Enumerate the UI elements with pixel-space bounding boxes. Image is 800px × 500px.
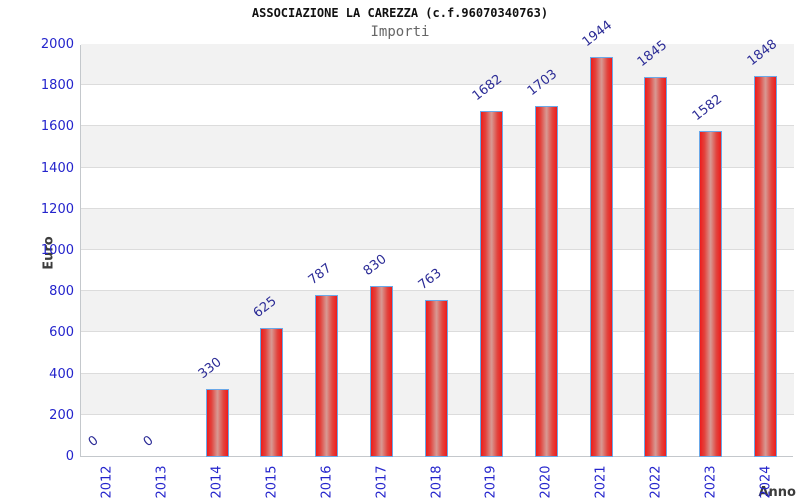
x-tick-text: 2016 <box>319 465 335 499</box>
gridline <box>81 331 794 333</box>
gridline <box>81 84 794 86</box>
chart-title: ASSOCIAZIONE LA CAREZZA (c.f.96070340763… <box>251 6 549 20</box>
x-tick-label-2014: 2014 <box>210 465 250 498</box>
plot-area <box>80 44 794 457</box>
y-tick-label: 1000 <box>40 243 74 258</box>
y-tick-label: 1800 <box>40 78 74 94</box>
plot-band <box>81 291 794 333</box>
x-tick-label-2018: 2018 <box>429 465 470 498</box>
x-tick-text: 2018 <box>429 465 444 499</box>
y-tick-label: 200 <box>49 407 74 423</box>
x-tick-text: 2023 <box>703 465 719 499</box>
x-tick-text: 2014 <box>209 465 225 499</box>
gridline <box>81 125 794 127</box>
y-tick-label: 600 <box>49 325 74 341</box>
y-tick-label: 800 <box>49 284 74 300</box>
plot-band <box>81 414 794 456</box>
x-tick-text: 2015 <box>264 465 280 499</box>
x-axis-title: Anno <box>758 485 796 500</box>
x-tick-label-2021: 2021 <box>594 465 634 498</box>
plot-band <box>81 126 794 168</box>
y-tick-label: 1600 <box>40 119 74 135</box>
y-tick-label: 0 <box>65 449 74 464</box>
x-tick-text: 2022 <box>648 465 664 499</box>
x-tick-label-2015: 2015 <box>264 465 305 498</box>
y-tick-label: 1400 <box>40 160 74 176</box>
y-tick-label: 400 <box>49 366 74 382</box>
plot-band <box>81 250 794 292</box>
x-tick-label-2023: 2023 <box>703 465 744 498</box>
plot-band <box>81 167 794 209</box>
gridline <box>81 372 794 374</box>
y-axis-title-text: Euro <box>41 236 57 270</box>
x-tick-text: 2017 <box>374 465 390 499</box>
x-tick-text: 2013 <box>154 465 170 499</box>
gridline <box>81 413 794 415</box>
plot-band <box>81 44 794 86</box>
plot-band <box>81 373 794 415</box>
y-tick-label: 2000 <box>40 37 74 52</box>
x-tick-label-2022: 2022 <box>648 465 689 498</box>
x-tick-text: 2020 <box>538 465 554 499</box>
plot-band <box>81 332 794 374</box>
plot-band <box>81 85 794 127</box>
x-tick-text: 2012 <box>99 465 115 499</box>
gridline <box>81 166 794 168</box>
gridline <box>81 290 794 292</box>
x-tick-text: 2019 <box>483 465 499 499</box>
x-tick-label-2016: 2016 <box>319 465 360 498</box>
x-tick-label-2012: 2012 <box>100 465 140 498</box>
x-tick-text: 2021 <box>593 465 609 499</box>
chart-subtitle: Importi <box>370 24 430 40</box>
gridline <box>81 207 794 209</box>
plot-band <box>81 208 794 250</box>
x-tick-label-2013: 2013 <box>155 465 195 498</box>
x-tick-label-2017: 2017 <box>374 465 415 498</box>
gridline <box>81 249 794 250</box>
x-tick-label-2020: 2020 <box>539 465 579 498</box>
x-tick-label-2019: 2019 <box>484 465 524 498</box>
y-tick-label: 1200 <box>40 201 74 217</box>
